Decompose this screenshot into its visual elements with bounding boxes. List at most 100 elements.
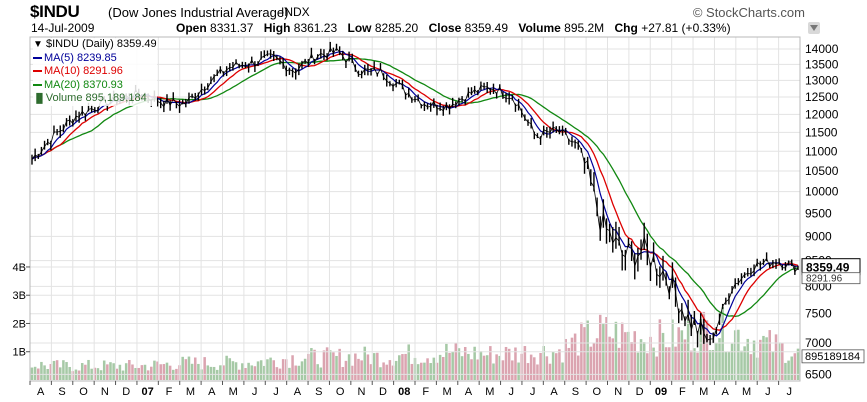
volume-bar xyxy=(733,330,737,380)
volume-bar xyxy=(479,351,483,380)
volume-bar xyxy=(576,355,580,380)
volume-bar xyxy=(281,359,285,380)
volume-bar xyxy=(416,364,420,380)
volume-bar xyxy=(62,360,65,380)
volume-bar xyxy=(234,362,238,380)
x-tick-label: F xyxy=(422,386,429,398)
volume-bar xyxy=(366,354,370,380)
volume-bar xyxy=(162,364,166,380)
x-tick-label: M xyxy=(442,386,451,398)
volume-bar xyxy=(454,342,458,380)
price-line xyxy=(31,46,799,341)
volume-bar xyxy=(617,347,621,380)
volume-bar xyxy=(573,333,577,380)
volume-bar xyxy=(693,348,696,380)
axes: 6500700075008000850090009500100001050011… xyxy=(13,36,865,398)
volume-bar xyxy=(297,365,301,380)
volume-bar xyxy=(247,362,250,380)
volume-bar xyxy=(661,332,665,380)
x-tick-label: O xyxy=(79,386,88,398)
chart-header: $INDU (Dow Jones Industrial Average) IND… xyxy=(0,0,867,36)
volume-bar xyxy=(781,342,784,380)
volume-bar xyxy=(165,362,169,380)
volume-bar xyxy=(429,363,432,380)
volume-tick-label: 1B xyxy=(13,347,26,359)
volume-bar xyxy=(385,364,389,380)
x-tick-label: O xyxy=(593,386,602,398)
volume-bar xyxy=(401,354,404,380)
grid-lines xyxy=(29,37,800,381)
volume-bar xyxy=(379,367,382,380)
volume-bar xyxy=(184,359,188,380)
x-tick-label: D xyxy=(636,386,644,398)
volume-bar xyxy=(197,363,200,380)
open-label: Open xyxy=(176,21,207,35)
x-tick-label: 08 xyxy=(398,386,410,398)
volume-bar xyxy=(470,359,473,380)
volume-bar xyxy=(460,356,464,380)
volume-bar xyxy=(746,338,750,380)
legend-ma20: MA(20) 8370.93 xyxy=(33,79,157,93)
volume-bar xyxy=(774,334,778,380)
exchange-label: INDX xyxy=(281,5,310,19)
volume-bar xyxy=(49,364,53,380)
brand-watermark: © StockCharts.com xyxy=(692,5,805,20)
volume-bar xyxy=(121,370,125,380)
volume-bar xyxy=(608,336,611,380)
close-label: Close xyxy=(428,21,462,35)
ma-last-badge xyxy=(801,272,861,285)
volume-bar xyxy=(564,338,567,380)
volume-bar xyxy=(467,353,470,380)
volume-bar xyxy=(718,338,721,380)
volume-bar xyxy=(790,356,793,380)
volume-bar xyxy=(652,347,655,380)
volume-bar xyxy=(388,360,392,380)
volume-bar xyxy=(592,342,596,380)
x-tick-label: A xyxy=(721,386,729,398)
volume-bars xyxy=(30,306,800,380)
volume-bar xyxy=(146,370,150,380)
volume-bar xyxy=(58,367,62,380)
volume-bar xyxy=(310,348,313,380)
x-tick-label: A xyxy=(208,386,216,398)
legend-ma5: MA(5) 8239.85 xyxy=(33,52,157,66)
volume-bar xyxy=(683,339,687,380)
volume-bar xyxy=(52,360,56,380)
y-tick-label: 9500 xyxy=(805,206,832,220)
volume-bar xyxy=(354,353,357,380)
volume-bar xyxy=(463,347,467,380)
volume-bar xyxy=(655,356,658,380)
x-tick-label: J xyxy=(765,386,771,398)
volume-tick-label: 4B xyxy=(13,262,26,274)
volume-bar xyxy=(664,347,668,380)
volume-bar xyxy=(567,347,571,380)
volume-bar xyxy=(551,351,555,380)
volume-bar xyxy=(548,363,552,380)
dropdown-arrow-icon[interactable] xyxy=(808,22,820,34)
volume-bar xyxy=(150,366,153,380)
volume-bar xyxy=(128,359,131,380)
high-label: High xyxy=(263,21,291,35)
legend-ma10: MA(10) 8291.96 xyxy=(33,65,157,79)
volume-bar xyxy=(203,357,206,380)
volume-bar xyxy=(360,360,363,380)
volume-bar xyxy=(382,362,385,380)
volume-value: 895.2M xyxy=(564,21,605,35)
volume-bar xyxy=(743,346,746,380)
volume-bar xyxy=(636,352,640,380)
volume-bar xyxy=(84,364,87,380)
volume-bar xyxy=(80,363,84,380)
volume-bar xyxy=(272,360,275,380)
volume-bar xyxy=(677,327,680,380)
volume-bar xyxy=(680,330,684,380)
y-tick-label: 10500 xyxy=(805,164,839,178)
volume-bar xyxy=(529,354,533,380)
x-tick-label: J xyxy=(509,386,515,398)
volume-bar xyxy=(118,364,122,380)
y-tick-label: 13000 xyxy=(805,73,839,87)
volume-bar xyxy=(639,339,643,380)
high-value: 8361.23 xyxy=(293,21,338,35)
volume-bar xyxy=(156,361,159,380)
volume-bar xyxy=(445,343,448,380)
volume-bar xyxy=(99,370,103,380)
